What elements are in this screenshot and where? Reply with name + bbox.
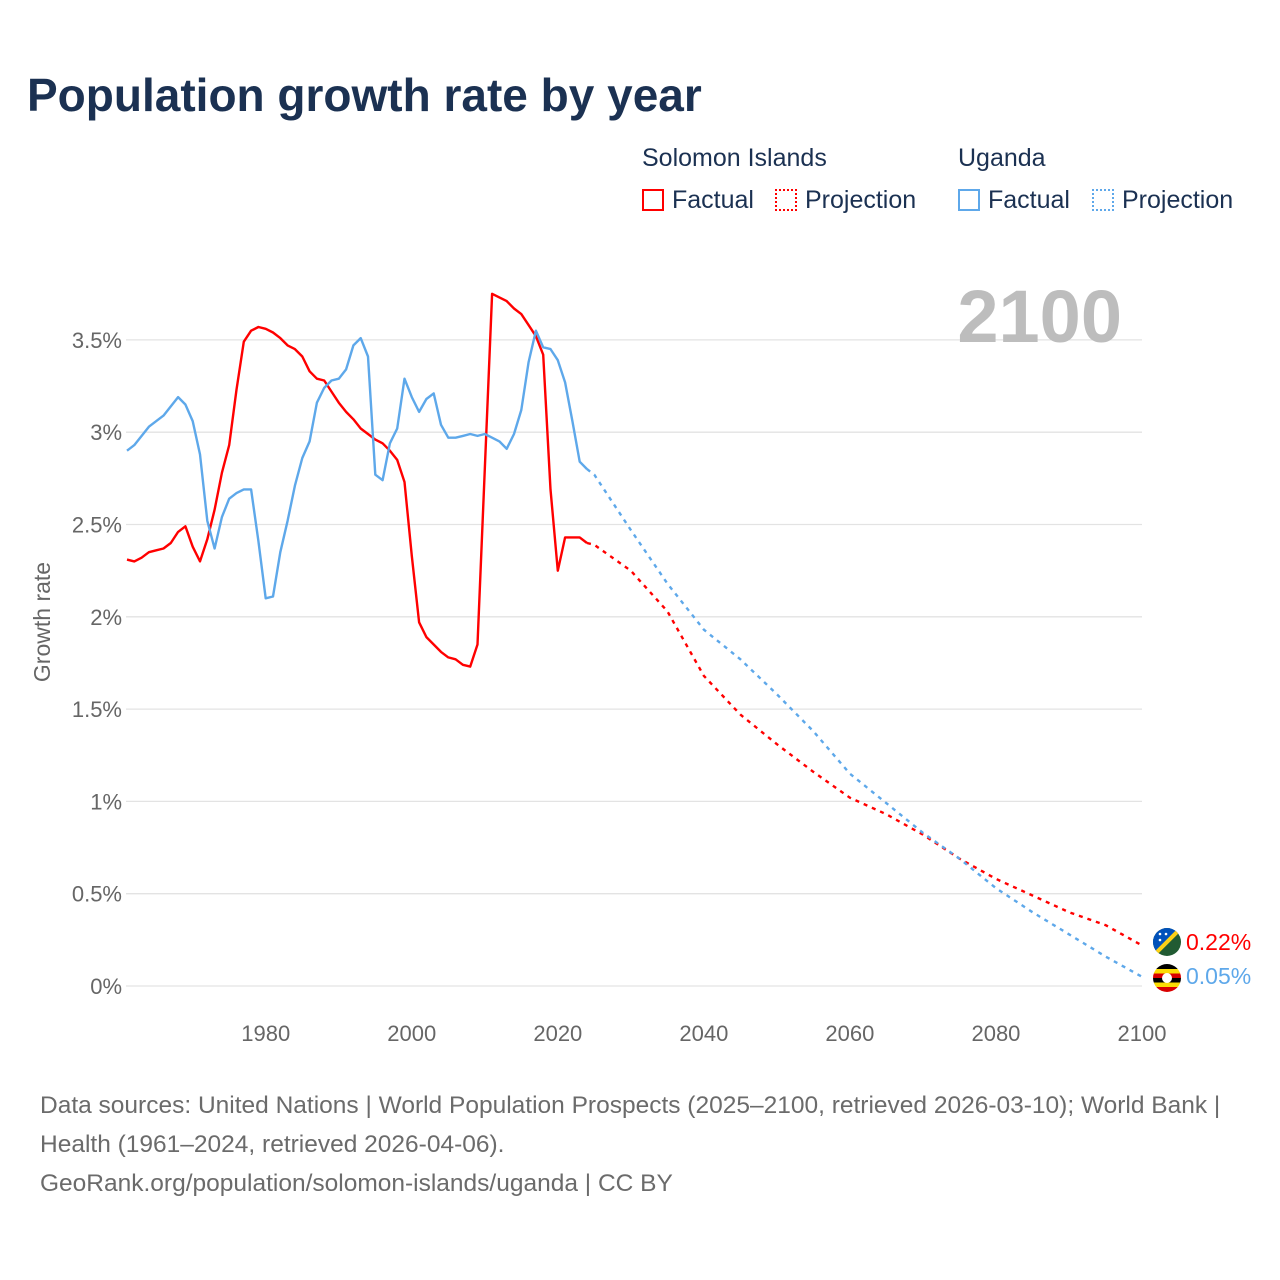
legend-solomon-projection[interactable]: Projection — [775, 186, 916, 215]
x-tick-label: 2040 — [679, 1021, 728, 1046]
footer-credit[interactable]: GeoRank.org/population/solomon-islands/u… — [40, 1170, 673, 1197]
x-tick-label: 2080 — [971, 1021, 1020, 1046]
series-line-2[interactable] — [126, 329, 588, 600]
legend-uganda-projection[interactable]: Projection — [1092, 186, 1233, 215]
chart-title: Population growth rate by year — [27, 69, 702, 121]
x-tick-label: 2060 — [825, 1021, 874, 1046]
legend-label: Factual — [672, 186, 754, 214]
legend-swatch-dotted — [775, 189, 797, 211]
uganda-flag-icon — [1153, 964, 1181, 992]
legend-swatch-solid — [958, 189, 980, 211]
x-tick-label: 2020 — [533, 1021, 582, 1046]
y-axis-label: Growth rate — [29, 562, 55, 682]
y-tick-label: 0.5% — [72, 882, 122, 907]
x-tick-label: 2100 — [1118, 1021, 1167, 1046]
uganda-end-label: 0.05% — [1186, 963, 1251, 989]
y-tick-label: 3% — [90, 420, 122, 445]
x-tick-label: 2000 — [387, 1021, 436, 1046]
legend-uganda-factual[interactable]: Factual — [958, 186, 1070, 215]
series-line-1[interactable] — [586, 541, 1143, 947]
y-tick-label: 3.5% — [72, 328, 122, 353]
legend-group-solomon-islands: Solomon Islands — [642, 144, 827, 172]
legend-label: Factual — [988, 186, 1070, 214]
legend-label: Projection — [805, 186, 917, 214]
series-line-0[interactable] — [126, 292, 588, 668]
legend-label: Projection — [1122, 186, 1234, 214]
solomon-end-label: 0.22% — [1186, 929, 1251, 955]
x-tick-label: 1980 — [241, 1021, 290, 1046]
legend-swatch-solid — [642, 189, 664, 211]
y-tick-label: 1% — [90, 789, 122, 814]
legend-group-uganda: Uganda — [958, 144, 1046, 172]
footer-sources: Data sources: United Nations | World Pop… — [40, 1092, 1221, 1158]
y-tick-label: 2.5% — [72, 513, 122, 538]
legend-solomon-factual[interactable]: Factual — [642, 186, 754, 215]
series-line-3[interactable] — [586, 468, 1143, 978]
y-tick-label: 0% — [90, 974, 122, 999]
year-label: 2100 — [957, 275, 1122, 358]
y-tick-label: 2% — [90, 605, 122, 630]
y-tick-label: 1.5% — [72, 697, 122, 722]
solomon-islands-flag-icon — [1153, 928, 1181, 956]
legend-swatch-dotted — [1092, 189, 1114, 211]
